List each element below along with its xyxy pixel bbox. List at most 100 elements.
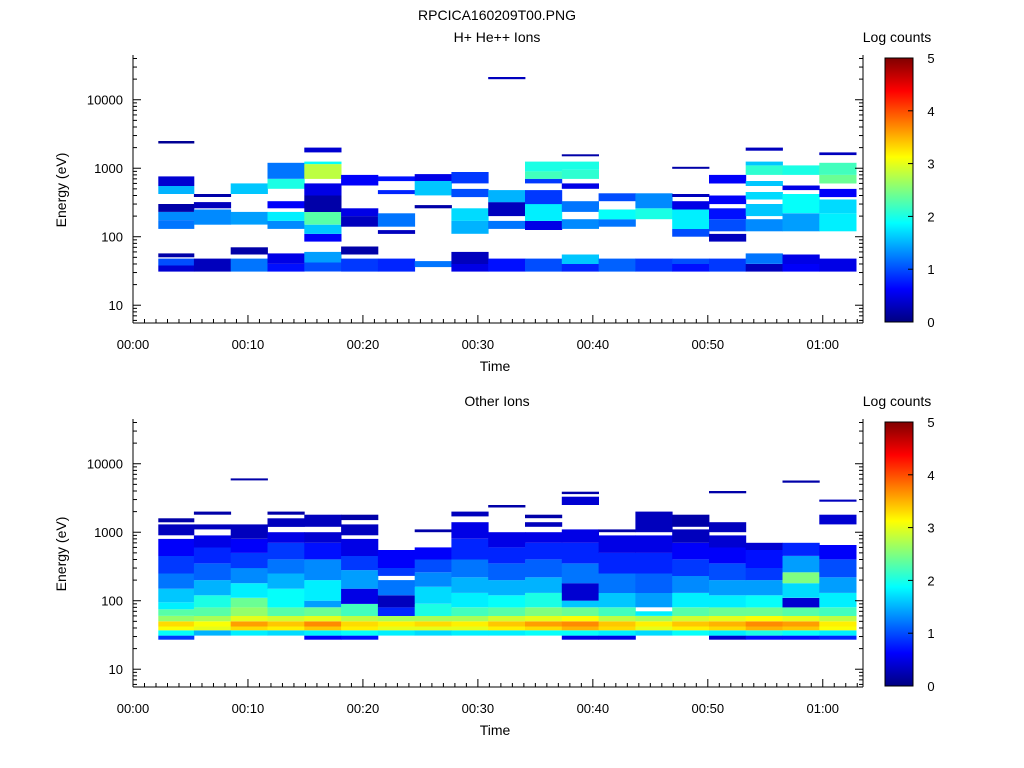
spectrogram-cell — [635, 552, 673, 574]
spectrogram-cell — [267, 630, 305, 636]
spectrogram-cell — [745, 542, 783, 550]
spectrogram-cell — [561, 635, 599, 640]
spectrogram-cell — [230, 583, 268, 598]
spectrogram-cell — [635, 611, 673, 616]
spectrogram-cell — [819, 592, 857, 608]
spectrogram-cell — [267, 573, 305, 589]
x-tick-label: 00:50 — [692, 337, 725, 352]
spectrogram-cell — [561, 600, 599, 608]
spectrogram-cell — [525, 258, 563, 272]
spectrogram-cell — [561, 264, 599, 272]
spectrogram-cell — [341, 514, 379, 521]
spectrogram-cell — [598, 529, 636, 533]
x-tick-label: 00:40 — [577, 337, 610, 352]
spectrogram-cell — [230, 568, 268, 584]
spectrogram-cell — [193, 535, 232, 548]
spectrogram-cell — [672, 542, 710, 560]
spectrogram-cell — [525, 204, 563, 221]
spectrogram-cell — [525, 178, 563, 184]
spectrogram-cell — [304, 580, 342, 601]
spectrogram-cell — [193, 524, 232, 530]
spectrogram-cell — [561, 583, 599, 601]
spectrogram-cell — [709, 535, 747, 548]
spectrogram-cell — [414, 559, 452, 573]
spectrogram-cell — [414, 603, 452, 616]
spectrogram-cell — [451, 511, 489, 517]
spectrogram-cell — [158, 258, 195, 266]
colorbar-gradient — [884, 57, 914, 323]
spectrogram-cell — [488, 258, 526, 272]
colorbar-tick-label: 5 — [927, 415, 934, 430]
spectrogram-cell — [304, 262, 342, 272]
spectrogram-cell — [230, 211, 268, 225]
spectrogram-cell — [377, 626, 416, 631]
spectrogram-cell — [304, 211, 342, 225]
spectrogram-cell — [561, 563, 599, 584]
y-axis-label: Energy (eV) — [53, 517, 69, 592]
y-tick-label: 10 — [109, 662, 123, 677]
spectrogram-cell — [451, 522, 489, 539]
spectrogram-cell — [525, 592, 563, 608]
spectrogram-cell — [158, 265, 195, 272]
spectrogram-cell — [561, 183, 599, 189]
spectrogram-cell — [158, 556, 195, 574]
spectrogram-cell — [782, 572, 820, 584]
spectrogram-cell — [230, 524, 268, 539]
spectrogram-cell — [709, 580, 747, 596]
spectrogram-cell — [341, 246, 379, 255]
spectrogram-cell — [672, 201, 710, 210]
spectrogram-cell — [304, 164, 342, 179]
spectrogram-cell — [525, 607, 563, 616]
spectrogram-cell — [377, 621, 416, 627]
spectrogram-cell — [267, 220, 305, 229]
spectrogram-cell — [341, 626, 379, 631]
spectrogram-cell — [304, 147, 342, 153]
spectrogram-cell — [635, 208, 673, 220]
spectrogram-cell — [819, 514, 857, 525]
spectrogram-cell — [377, 176, 416, 182]
spectrogram-cell — [745, 192, 783, 200]
spectrogram-cells — [158, 77, 857, 272]
spectrogram-cell — [414, 572, 452, 587]
spectrogram-cell — [158, 176, 195, 186]
spectrogram-cell — [158, 609, 195, 616]
spectrogram-cell — [525, 220, 563, 230]
colorbar-tick-label: 4 — [927, 468, 934, 483]
spectrogram-cell — [561, 154, 599, 157]
spectrogram-cell — [414, 586, 452, 604]
spectrogram-cell — [304, 600, 342, 608]
spectrogram-cell — [745, 161, 783, 166]
spectrogram-cell — [414, 630, 452, 636]
spectrogram-cell — [745, 595, 783, 608]
spectrogram-cell — [451, 188, 489, 198]
spectrogram-cell — [414, 621, 452, 627]
spectrogram-cell — [635, 615, 673, 622]
spectrogram-cell — [267, 588, 305, 608]
spectrogram-cell — [304, 626, 342, 631]
colorbar-tick-label: 1 — [927, 626, 934, 641]
spectrogram-cell — [819, 499, 857, 502]
spectrogram-cell — [672, 194, 710, 197]
spectrogram-cell — [158, 635, 195, 640]
y-tick-label: 100 — [101, 230, 123, 245]
spectrogram-cell — [745, 615, 783, 622]
spectrogram-cell — [267, 211, 305, 221]
spectrogram-cell — [451, 251, 489, 264]
spectrogram-cell — [488, 595, 526, 608]
spectrogram-cell — [782, 615, 820, 622]
spectrogram-cell — [414, 547, 452, 560]
spectrogram-cell — [745, 630, 783, 636]
spectrogram-cell — [158, 602, 195, 610]
spectrogram-cell — [488, 547, 526, 564]
spectrogram-cell — [561, 529, 599, 543]
spectrogram-cell — [635, 621, 673, 627]
spectrogram-cell — [341, 258, 379, 272]
spectrogram-cell — [672, 209, 710, 229]
spectrogram-cell — [672, 228, 710, 237]
spectrogram-cell — [745, 219, 783, 232]
spectrogram-cell — [525, 615, 563, 622]
x-tick-label: 00:30 — [462, 337, 495, 352]
x-tick-label: 00:00 — [117, 337, 150, 352]
spectrogram-cell — [635, 573, 673, 593]
